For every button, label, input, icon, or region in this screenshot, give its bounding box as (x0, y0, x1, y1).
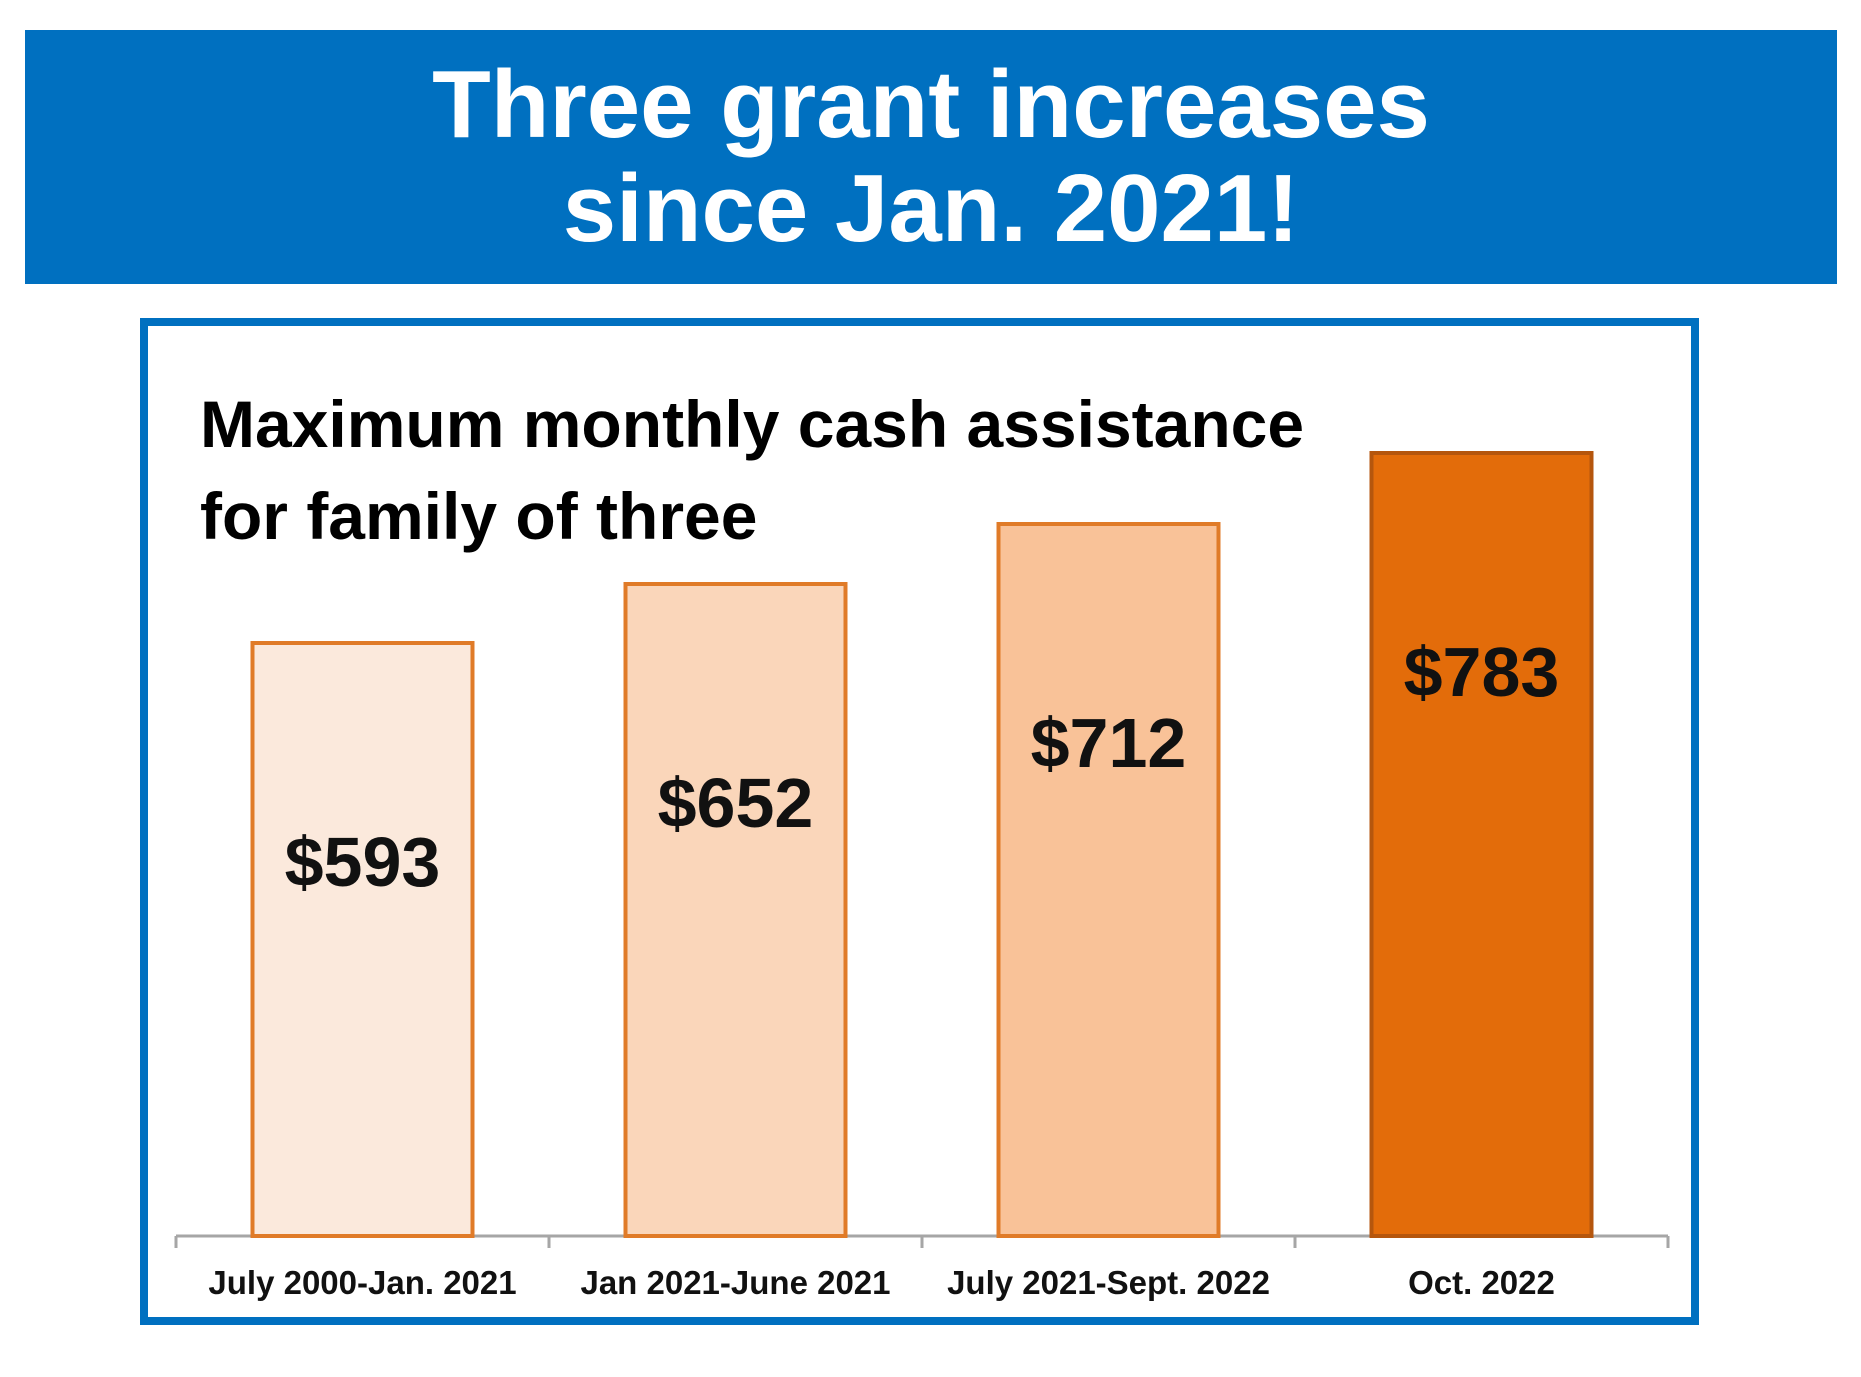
data-label-4: $783 (1404, 633, 1560, 711)
x-tick-label-3: July 2021-Sept. 2022 (947, 1264, 1270, 1301)
bar-4 (1369, 451, 1594, 1238)
banner-title-line2: since Jan. 2021! (562, 155, 1300, 262)
bar-1 (250, 641, 475, 1238)
banner-title-line1: Three grant increases (432, 51, 1430, 158)
header-banner: Three grant increases since Jan. 2021! (25, 30, 1837, 284)
chart-title: Maximum monthly cash assistance for fami… (200, 378, 1304, 562)
chart-title-line1: Maximum monthly cash assistance (200, 387, 1305, 461)
bar-2 (623, 582, 848, 1238)
x-tick-label-1: July 2000-Jan. 2021 (208, 1264, 516, 1301)
data-label-2: $652 (658, 764, 814, 842)
data-label-1: $593 (285, 823, 441, 901)
chart-title-line2: for family of three (200, 479, 758, 553)
x-tick-label-4: Oct. 2022 (1408, 1264, 1555, 1301)
data-label-3: $712 (1031, 704, 1187, 782)
bar-3 (996, 522, 1221, 1238)
x-tick-label-2: Jan 2021-June 2021 (580, 1264, 890, 1301)
